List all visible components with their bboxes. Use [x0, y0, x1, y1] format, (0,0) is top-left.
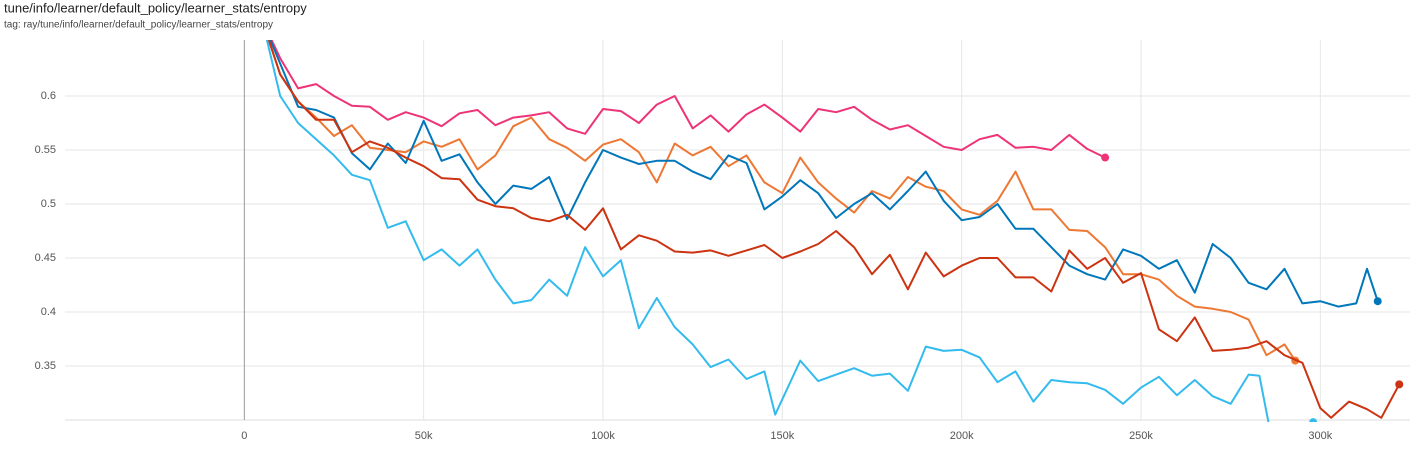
series-end-dot: [1101, 153, 1110, 162]
x-tick-label: 250k: [1129, 430, 1153, 442]
chart-title: tune/info/learner/default_policy/learner…: [4, 0, 307, 15]
grid: 0.35 0.4 0.45 0.5 0.55 0.6 0 50k 100k 150k 200k 250…: [35, 40, 1410, 442]
x-tick-label: 200k: [950, 430, 974, 442]
series-line: [269, 40, 1379, 308]
series-end-dot: [1309, 418, 1318, 422]
chart-subtitle: tag: ray/tune/info/learner/default_polic…: [4, 20, 273, 31]
plot-area: [265, 40, 1404, 422]
series-end-dot: [1395, 380, 1404, 389]
series-line: [270, 40, 1106, 159]
x-tick-label: 150k: [770, 430, 794, 442]
x-tick-label: 100k: [591, 430, 615, 442]
y-tick-label: 0.35: [35, 360, 56, 372]
series-line: [267, 40, 1297, 362]
series-line: [265, 40, 1314, 422]
y-tick-label: 0.55: [35, 144, 56, 156]
x-tick-label: 0: [241, 430, 247, 442]
y-tick-label: 0.6: [41, 90, 56, 102]
y-tick-label: 0.5: [41, 198, 56, 210]
y-tick-label: 0.4: [41, 306, 56, 318]
series-line: [267, 40, 1401, 419]
series-end-dot: [1373, 297, 1382, 306]
x-tick-label: 300k: [1308, 430, 1332, 442]
y-tick-label: 0.45: [35, 252, 56, 264]
x-tick-label: 50k: [415, 430, 433, 442]
